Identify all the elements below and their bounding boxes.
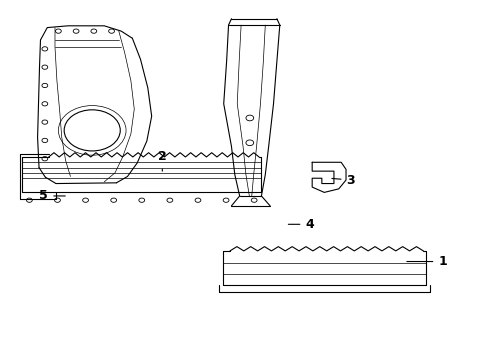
Text: 1: 1	[406, 255, 446, 268]
Text: 5: 5	[40, 189, 65, 202]
Text: 2: 2	[158, 150, 166, 171]
Text: 4: 4	[288, 218, 313, 231]
Text: 3: 3	[331, 174, 354, 186]
